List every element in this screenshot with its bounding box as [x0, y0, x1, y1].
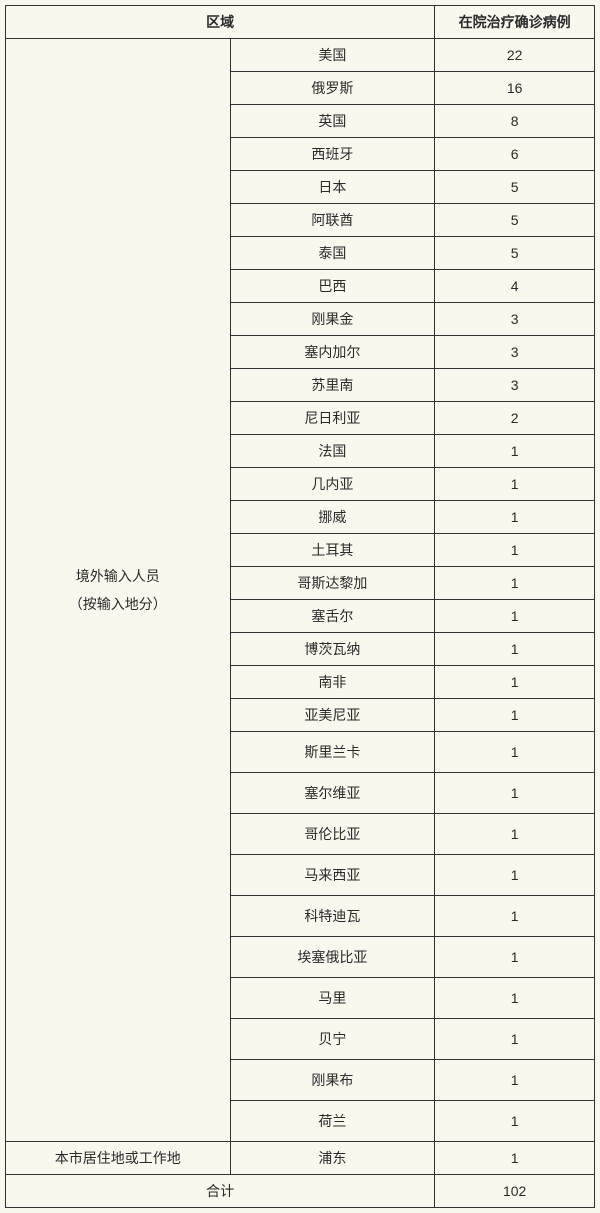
country-cell: 巴西	[230, 270, 435, 303]
cases-cell: 1	[435, 855, 595, 896]
country-cell: 塞尔维亚	[230, 773, 435, 814]
local-location-cell: 浦东	[230, 1142, 435, 1175]
country-cell: 美国	[230, 39, 435, 72]
cases-cell: 5	[435, 171, 595, 204]
country-cell: 尼日利亚	[230, 402, 435, 435]
group-label-cell: 境外输入人员（按输入地分）	[6, 39, 231, 1142]
header-region: 区域	[6, 6, 435, 39]
country-cell: 塞内加尔	[230, 336, 435, 369]
country-cell: 挪威	[230, 501, 435, 534]
country-cell: 科特迪瓦	[230, 896, 435, 937]
country-cell: 贝宁	[230, 1019, 435, 1060]
cases-cell: 3	[435, 303, 595, 336]
group-label-line2: （按输入地分）	[10, 590, 226, 618]
country-cell: 马来西亚	[230, 855, 435, 896]
cases-cell: 3	[435, 369, 595, 402]
cases-cell: 2	[435, 402, 595, 435]
country-cell: 马里	[230, 978, 435, 1019]
country-cell: 阿联酋	[230, 204, 435, 237]
cases-cell: 1	[435, 732, 595, 773]
header-row: 区域 在院治疗确诊病例	[6, 6, 595, 39]
cases-cell: 1	[435, 1019, 595, 1060]
total-label-cell: 合计	[6, 1175, 435, 1208]
country-cell: 土耳其	[230, 534, 435, 567]
cases-cell: 1	[435, 567, 595, 600]
cases-cell: 1	[435, 468, 595, 501]
cases-cell: 1	[435, 978, 595, 1019]
country-cell: 几内亚	[230, 468, 435, 501]
country-cell: 苏里南	[230, 369, 435, 402]
country-cell: 泰国	[230, 237, 435, 270]
cases-cell: 1	[435, 1060, 595, 1101]
cases-cell: 6	[435, 138, 595, 171]
country-cell: 博茨瓦纳	[230, 633, 435, 666]
cases-cell: 1	[435, 600, 595, 633]
cases-cell: 5	[435, 237, 595, 270]
local-row: 本市居住地或工作地浦东1	[6, 1142, 595, 1175]
local-label-cell: 本市居住地或工作地	[6, 1142, 231, 1175]
header-cases: 在院治疗确诊病例	[435, 6, 595, 39]
group-label-line1: 境外输入人员	[10, 562, 226, 590]
cases-cell: 1	[435, 1101, 595, 1142]
country-cell: 西班牙	[230, 138, 435, 171]
country-cell: 俄罗斯	[230, 72, 435, 105]
cases-cell: 1	[435, 534, 595, 567]
cases-cell: 16	[435, 72, 595, 105]
country-cell: 日本	[230, 171, 435, 204]
total-row: 合计102	[6, 1175, 595, 1208]
country-cell: 塞舌尔	[230, 600, 435, 633]
cases-cell: 1	[435, 633, 595, 666]
table-row: 境外输入人员（按输入地分）美国22	[6, 39, 595, 72]
country-cell: 埃塞俄比亚	[230, 937, 435, 978]
cases-cell: 1	[435, 501, 595, 534]
cases-cell: 1	[435, 814, 595, 855]
cases-cell: 8	[435, 105, 595, 138]
cases-cell: 1	[435, 937, 595, 978]
country-cell: 南非	[230, 666, 435, 699]
country-cell: 哥斯达黎加	[230, 567, 435, 600]
country-cell: 荷兰	[230, 1101, 435, 1142]
country-cell: 亚美尼亚	[230, 699, 435, 732]
cases-cell: 22	[435, 39, 595, 72]
cases-cell: 5	[435, 204, 595, 237]
country-cell: 刚果金	[230, 303, 435, 336]
country-cell: 英国	[230, 105, 435, 138]
total-cases-cell: 102	[435, 1175, 595, 1208]
cases-cell: 1	[435, 699, 595, 732]
cases-table: 区域 在院治疗确诊病例 境外输入人员（按输入地分）美国22俄罗斯16英国8西班牙…	[5, 5, 595, 1208]
local-cases-cell: 1	[435, 1142, 595, 1175]
cases-cell: 1	[435, 896, 595, 937]
country-cell: 法国	[230, 435, 435, 468]
cases-cell: 3	[435, 336, 595, 369]
cases-cell: 1	[435, 773, 595, 814]
cases-cell: 1	[435, 666, 595, 699]
country-cell: 斯里兰卡	[230, 732, 435, 773]
country-cell: 刚果布	[230, 1060, 435, 1101]
cases-cell: 1	[435, 435, 595, 468]
cases-cell: 4	[435, 270, 595, 303]
country-cell: 哥伦比亚	[230, 814, 435, 855]
